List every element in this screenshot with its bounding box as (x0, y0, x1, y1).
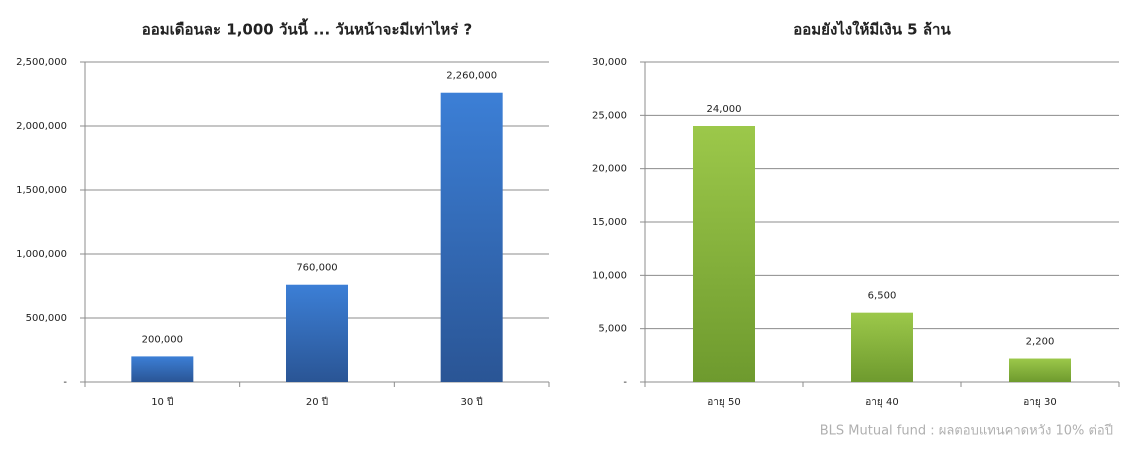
y-tick-label: 10,000 (592, 270, 627, 281)
x-tick-label: อายุ 40 (865, 397, 898, 408)
x-tick-label: อายุ 50 (707, 397, 740, 408)
x-tick-label: 20 ปี (306, 396, 328, 408)
y-tick-label: 15,000 (592, 217, 627, 228)
y-tick-label: 5,000 (598, 324, 627, 335)
bar (693, 126, 755, 382)
bar (1009, 358, 1071, 382)
chart-title: ออมยังไงให้มีเงิน 5 ล้าน (793, 20, 951, 39)
value-label: 200,000 (142, 334, 183, 345)
bar (851, 312, 913, 382)
chart-title: ออมเดือนละ 1,000 วันนี้ ... วันหน้าจะมีเ… (142, 18, 472, 39)
bar (440, 92, 503, 382)
x-tick-label: อายุ 30 (1023, 397, 1056, 408)
y-tick-label: 1,500,000 (16, 185, 67, 196)
bar (286, 284, 348, 382)
y-tick-label: 2,000,000 (16, 121, 67, 132)
y-tick-label: 1,000,000 (16, 249, 67, 260)
y-tick-label: 500,000 (26, 313, 67, 324)
value-label: 6,500 (868, 291, 897, 302)
y-tick-label: 25,000 (592, 110, 627, 121)
y-tick-label: 30,000 (592, 57, 627, 68)
value-label: 2,200 (1026, 337, 1055, 348)
y-tick-label: 2,500,000 (16, 57, 67, 68)
y-tick-label: 20,000 (592, 164, 627, 175)
value-label: 760,000 (296, 263, 337, 274)
bar (131, 356, 194, 382)
x-tick-label: 10 ปี (151, 396, 173, 408)
y-tick-label: - (63, 377, 67, 388)
x-tick-label: 30 ปี (461, 396, 483, 408)
y-tick-label: - (623, 377, 627, 388)
footer-note: BLS Mutual fund : ผลตอบแทนคาดหวัง 10% ต่… (820, 423, 1113, 439)
value-label: 24,000 (707, 104, 742, 115)
value-label: 2,260,000 (446, 71, 497, 82)
